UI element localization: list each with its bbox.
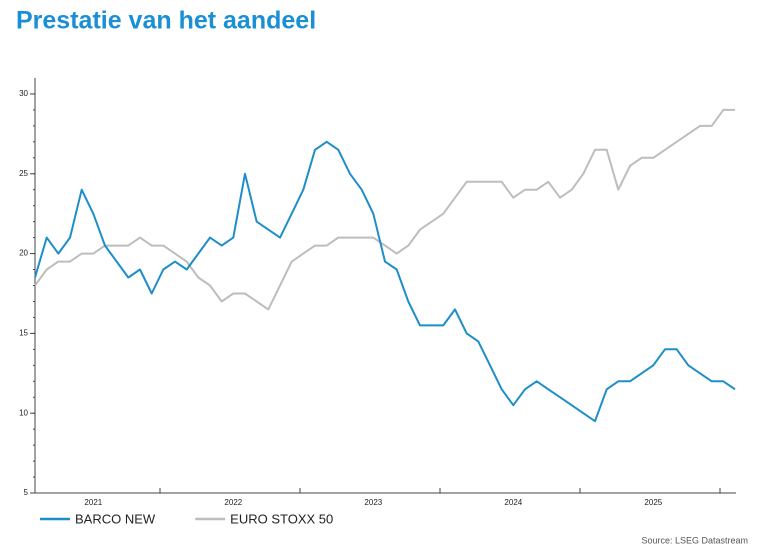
series-line xyxy=(34,140,736,423)
x-tick-label: 2024 xyxy=(504,498,522,507)
source: Source: LSEG Datastream xyxy=(641,535,748,545)
series-line xyxy=(34,108,735,311)
x-tick-label: 2023 xyxy=(364,498,382,507)
y-tick-label: 25 xyxy=(19,169,28,178)
year-ticks xyxy=(159,488,721,493)
x-tick-label: 2021 xyxy=(84,498,102,507)
chart-title: Prestatie van het aandeel xyxy=(16,7,316,35)
y-tick-label: 30 xyxy=(19,89,28,98)
y-tick-label: 20 xyxy=(19,249,28,258)
x-tick-label: 2025 xyxy=(644,498,662,507)
y-tick-label: 10 xyxy=(19,408,28,417)
y-tick-label: 15 xyxy=(19,328,28,337)
legend-label: BARCO NEW xyxy=(75,511,156,526)
x-tick-label: 2022 xyxy=(224,498,242,507)
y-tick-label: 5 xyxy=(24,488,29,497)
legend-label: EURO STOXX 50 xyxy=(230,511,333,526)
